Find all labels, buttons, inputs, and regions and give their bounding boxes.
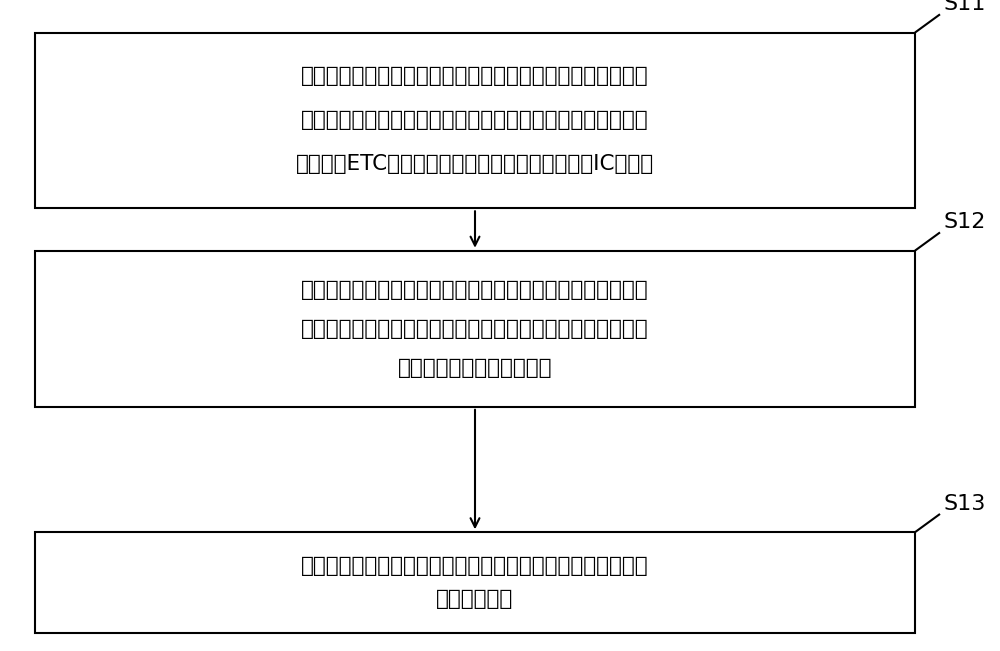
Text: 元对应的ETC车辆信息以及所述当前车载单元内的IC卡信息: 元对应的ETC车辆信息以及所述当前车载单元内的IC卡信息 [296,154,654,174]
Bar [35,251,915,407]
Text: 易指令对所述当前车载单元的电子钱包执行扣费，并在所述当: 易指令对所述当前车载单元的电子钱包执行扣费，并在所述当 [301,319,649,339]
Text: S11: S11 [943,0,985,14]
Text: S12: S12 [943,212,985,232]
Text: 向所述车道计算机发送交易结果信息帧，并进入下一个车载单: 向所述车道计算机发送交易结果信息帧，并进入下一个车载单 [301,556,649,576]
Text: 接收所述车道计算机反馈的消费交易指令，以根据所述消费交: 接收所述车道计算机反馈的消费交易指令，以根据所述消费交 [301,280,649,299]
Text: 帧中至少包括所述当前车载单元的系统信息、所述当前车载单: 帧中至少包括所述当前车载单元的系统信息、所述当前车载单 [301,111,649,130]
Bar [35,533,915,633]
Text: 向车道计算机发送当前车载单元的信息整合帧，所述信息整合: 向车道计算机发送当前车载单元的信息整合帧，所述信息整合 [301,66,649,87]
Text: 前车载单元内写入过站信息: 前车载单元内写入过站信息 [398,358,552,378]
Text: S13: S13 [943,494,985,514]
Bar [35,33,915,208]
Text: 元的交易流程: 元的交易流程 [436,589,514,609]
